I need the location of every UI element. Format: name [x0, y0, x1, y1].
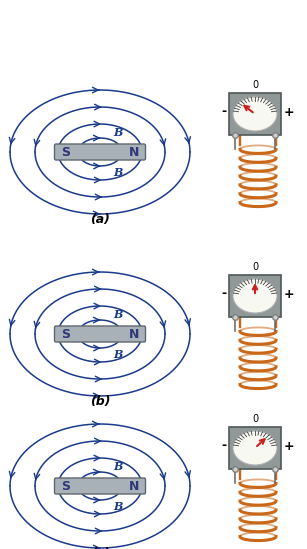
Text: B: B — [113, 501, 123, 512]
FancyBboxPatch shape — [229, 275, 281, 317]
Text: 0: 0 — [252, 262, 258, 272]
Text: (b): (b) — [90, 395, 110, 408]
Ellipse shape — [233, 431, 277, 465]
Text: B: B — [113, 461, 123, 472]
Ellipse shape — [233, 97, 277, 131]
FancyBboxPatch shape — [55, 144, 146, 160]
Text: 0: 0 — [252, 80, 258, 90]
Text: B: B — [113, 166, 123, 177]
Text: S: S — [61, 145, 71, 159]
Text: N: N — [129, 479, 139, 492]
Text: S: S — [61, 328, 71, 340]
FancyBboxPatch shape — [229, 427, 281, 469]
Text: N: N — [129, 328, 139, 340]
Ellipse shape — [233, 279, 277, 313]
Text: +: + — [284, 105, 295, 119]
Text: N: N — [129, 145, 139, 159]
Text: -: - — [221, 440, 226, 452]
Text: -: - — [221, 105, 226, 119]
Text: B: B — [113, 349, 123, 360]
Text: B: B — [113, 126, 123, 137]
Text: (a): (a) — [90, 214, 110, 227]
Text: S: S — [61, 479, 71, 492]
Text: 0: 0 — [252, 414, 258, 424]
FancyBboxPatch shape — [55, 478, 146, 494]
Text: (c): (c) — [91, 547, 109, 549]
Text: B: B — [113, 309, 123, 320]
FancyBboxPatch shape — [229, 93, 281, 135]
FancyBboxPatch shape — [55, 326, 146, 342]
Text: +: + — [284, 288, 295, 300]
Text: +: + — [284, 440, 295, 452]
Text: -: - — [221, 288, 226, 300]
